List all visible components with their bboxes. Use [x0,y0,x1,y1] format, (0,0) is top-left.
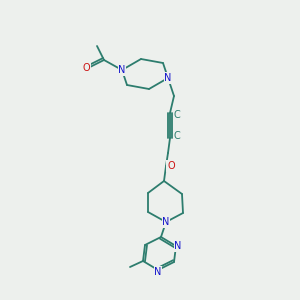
Text: C: C [174,110,180,120]
Text: N: N [154,267,162,277]
Text: O: O [167,161,175,171]
Text: N: N [174,241,182,251]
Text: C: C [174,131,180,141]
Text: N: N [162,217,170,227]
Text: O: O [82,63,90,73]
Text: N: N [164,73,172,83]
Text: N: N [118,65,126,75]
